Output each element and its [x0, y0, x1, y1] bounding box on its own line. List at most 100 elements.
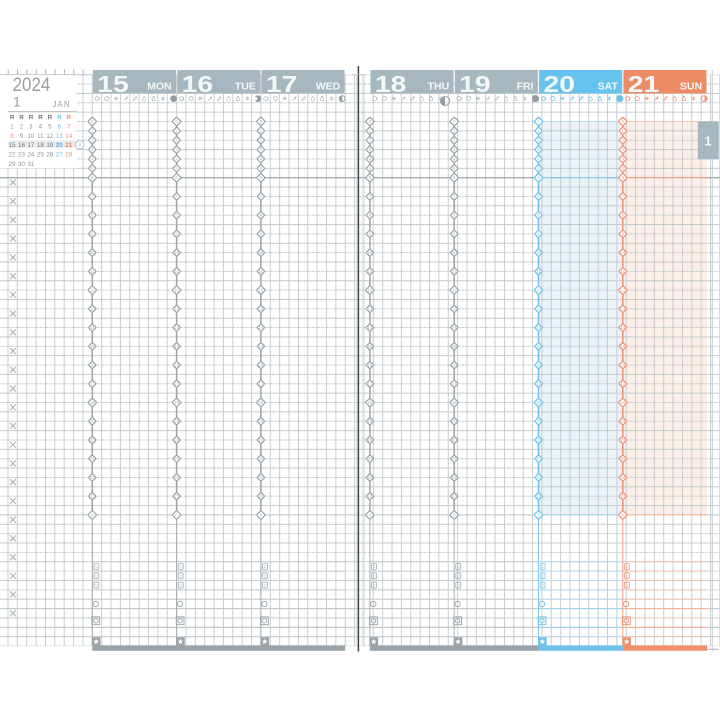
svg-text:16: 16 [90, 363, 95, 368]
svg-text:21: 21 [620, 456, 625, 461]
svg-text:17: 17 [266, 71, 298, 97]
svg-text:9: 9 [260, 231, 263, 236]
svg-text:23: 23 [368, 494, 373, 499]
svg-text:7: 7 [91, 194, 94, 199]
svg-text:7: 7 [260, 194, 263, 199]
svg-text:15: 15 [368, 344, 373, 349]
svg-text:7: 7 [537, 194, 540, 199]
svg-text:0: 0 [369, 512, 372, 517]
svg-text:0: 0 [537, 512, 540, 517]
svg-text:17: 17 [259, 381, 264, 386]
svg-text:15: 15 [9, 142, 16, 149]
svg-text:22: 22 [259, 475, 264, 480]
svg-text:11: 11 [621, 269, 626, 274]
svg-text:6: 6 [260, 175, 263, 180]
svg-text:14: 14 [65, 133, 72, 140]
svg-text:2: 2 [260, 138, 263, 143]
svg-text:15: 15 [259, 344, 264, 349]
svg-text:14: 14 [90, 325, 95, 330]
svg-text:7: 7 [175, 194, 178, 199]
svg-text:0: 0 [260, 512, 263, 517]
svg-text:12: 12 [368, 288, 373, 293]
svg-text:4: 4 [622, 156, 625, 161]
svg-text:TUE: TUE [235, 81, 256, 93]
svg-text:4: 4 [537, 156, 540, 161]
svg-text:5: 5 [48, 123, 52, 130]
svg-text:3: 3 [29, 123, 33, 130]
svg-text:3: 3 [91, 147, 94, 152]
svg-text:2: 2 [453, 138, 456, 143]
svg-text:6: 6 [537, 175, 540, 180]
svg-text:19: 19 [459, 71, 491, 97]
svg-text:22: 22 [620, 475, 625, 480]
svg-text:14: 14 [174, 325, 179, 330]
svg-text:20: 20 [452, 437, 457, 442]
svg-text:17: 17 [174, 381, 179, 386]
svg-text:16: 16 [259, 363, 264, 368]
svg-text:20: 20 [368, 437, 373, 442]
svg-text:19: 19 [620, 419, 625, 424]
svg-text:12: 12 [46, 133, 53, 140]
svg-text:11: 11 [37, 133, 44, 140]
svg-text:6: 6 [91, 175, 94, 180]
svg-text:23: 23 [536, 494, 541, 499]
svg-text:6: 6 [58, 123, 62, 130]
svg-text:20: 20 [56, 142, 63, 149]
svg-text:0: 0 [453, 119, 456, 124]
svg-text:12: 12 [452, 288, 457, 293]
svg-text:1: 1 [453, 128, 456, 133]
svg-text:12: 12 [620, 288, 625, 293]
svg-text:17: 17 [27, 142, 34, 149]
svg-text:19: 19 [368, 419, 373, 424]
svg-text:19: 19 [174, 419, 179, 424]
svg-text:9: 9 [20, 133, 24, 140]
svg-text:FRI: FRI [517, 81, 534, 93]
svg-text:SAT: SAT [598, 81, 619, 93]
svg-text:31: 31 [27, 161, 34, 168]
svg-text:19: 19 [452, 419, 457, 424]
svg-text:SUN: SUN [680, 81, 702, 93]
svg-text:13: 13 [56, 133, 63, 140]
svg-text:2: 2 [369, 138, 372, 143]
svg-text:21: 21 [628, 71, 660, 97]
svg-text:3: 3 [175, 147, 178, 152]
svg-text:11: 11 [536, 269, 541, 274]
svg-text:10: 10 [90, 250, 95, 255]
svg-text:16: 16 [174, 363, 179, 368]
svg-text:3: 3 [78, 143, 81, 149]
svg-text:26: 26 [46, 152, 53, 159]
svg-text:18: 18 [90, 400, 95, 405]
svg-text:15: 15 [174, 344, 179, 349]
svg-text:17: 17 [452, 381, 457, 386]
svg-text:16: 16 [452, 363, 457, 368]
svg-text:17: 17 [368, 381, 373, 386]
svg-text:21: 21 [174, 456, 179, 461]
svg-text:11: 11 [174, 269, 179, 274]
svg-text:8: 8 [10, 133, 14, 140]
svg-text:14: 14 [259, 325, 264, 330]
svg-text:5: 5 [175, 166, 178, 171]
svg-text:5: 5 [622, 166, 625, 171]
svg-text:8: 8 [622, 213, 625, 218]
svg-text:15: 15 [620, 344, 625, 349]
svg-text:3: 3 [260, 147, 263, 152]
svg-text:29: 29 [9, 161, 16, 168]
svg-text:18: 18 [368, 400, 373, 405]
svg-text:13: 13 [452, 306, 457, 311]
svg-text:12: 12 [174, 288, 179, 293]
svg-text:9: 9 [622, 231, 625, 236]
svg-text:5: 5 [91, 166, 94, 171]
svg-text:23: 23 [452, 494, 457, 499]
svg-text:0: 0 [175, 512, 178, 517]
svg-text:27: 27 [56, 152, 63, 159]
svg-text:16: 16 [536, 363, 541, 368]
svg-text:14: 14 [620, 325, 625, 330]
svg-text:24: 24 [27, 152, 34, 159]
svg-text:13: 13 [259, 306, 264, 311]
svg-text:16: 16 [18, 142, 25, 149]
svg-text:1: 1 [537, 128, 540, 133]
svg-text:7: 7 [453, 194, 456, 199]
svg-text:8: 8 [91, 213, 94, 218]
svg-text:WED: WED [316, 81, 341, 93]
svg-text:3: 3 [453, 147, 456, 152]
